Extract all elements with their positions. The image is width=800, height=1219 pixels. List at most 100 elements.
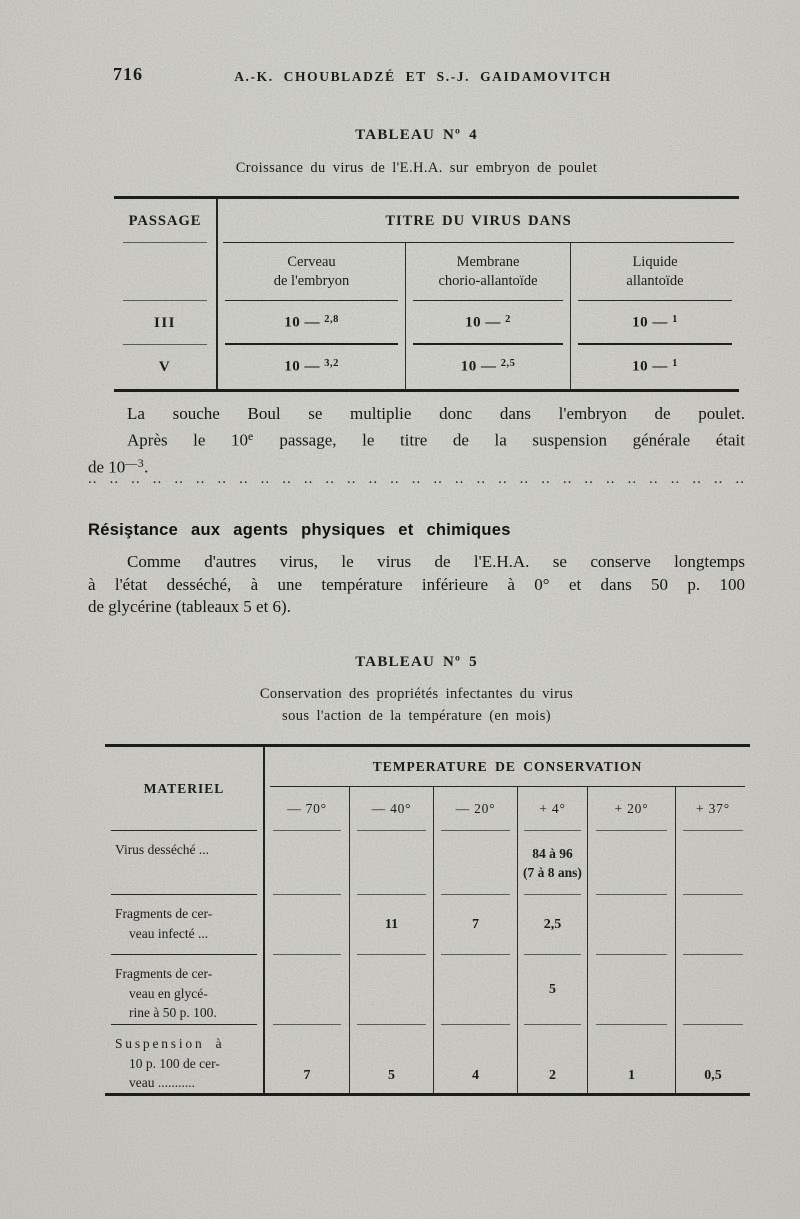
table5-row3-minus70 xyxy=(265,955,349,1025)
label-line: veau ........... xyxy=(129,1075,195,1090)
table5-row2-minus70 xyxy=(265,895,349,955)
table5-row3-plus37 xyxy=(675,955,750,1025)
table5-header-temperature: TEMPERATURE DE CONSERVATION xyxy=(265,747,750,787)
table5-colhead-plus20: + 20° xyxy=(587,787,675,831)
titer-exponent: 1 xyxy=(672,358,678,370)
table4-subheader-liquide-l2: allantoïde xyxy=(626,273,684,289)
table4-row-III-membrane: 10 — 2 xyxy=(405,301,570,345)
table5-row3-minus20 xyxy=(433,955,517,1025)
table4-subheader-cerveau: Cerveau de l'embryon xyxy=(218,243,405,301)
table5-colhead-minus40: — 40° xyxy=(349,787,433,831)
table5-row1-minus20 xyxy=(433,831,517,895)
table5-row3-plus20 xyxy=(587,955,675,1025)
titer-value: 10 — xyxy=(460,358,501,375)
table5: MATERIEL TEMPERATURE DE CONSERVATION — 7… xyxy=(105,744,750,1096)
paragraph-line: Après le 10e passage, le titre de la sus… xyxy=(88,425,745,452)
table5-colhead-plus4: + 4° xyxy=(517,787,587,831)
table4-subheader-membrane-l2: chorio-allantoïde xyxy=(438,273,538,289)
table5-row4-plus20: 1 xyxy=(587,1025,675,1093)
table5-row4-minus70: 7 xyxy=(303,1068,311,1083)
table5-row3-label: Fragments de cer- veau en glycé- rine à … xyxy=(105,955,265,1025)
titer-value: 10 — xyxy=(284,314,325,331)
table5-colhead-plus37: + 37° xyxy=(675,787,750,831)
table4-subheader-liquide: Liquide allantoïde xyxy=(570,243,739,301)
table4-subheader-empty xyxy=(114,243,218,301)
table5-row2-minus20: 7 xyxy=(433,895,517,955)
table4-caption: Croissance du virus de l'E.H.A. sur embr… xyxy=(235,160,598,176)
table4-subheader-membrane-l1: Membrane xyxy=(456,254,520,270)
titer-exponent: 2,5 xyxy=(500,358,516,370)
label-line: Fragments de cer- xyxy=(115,906,213,921)
table5-row1-plus20 xyxy=(587,831,675,895)
titer-value: 10 — xyxy=(284,358,325,375)
table4-row-V-membrane: 10 — 2,5 xyxy=(405,345,570,389)
label-line: veau en glycé- xyxy=(129,985,208,1001)
table5-row4-minus40: 5 xyxy=(349,1025,433,1093)
label-line: Suspension à xyxy=(115,1036,225,1051)
table5-colhead-minus20: — 20° xyxy=(433,787,517,831)
table4-row-V-liquide: 10 — 1 xyxy=(570,345,739,389)
table4-subheader-cerveau-l2: de l'embryon xyxy=(273,273,350,289)
table5-row1-minus40 xyxy=(349,831,433,895)
paragraph-line: La souche Boul se multiplie donc dans l'… xyxy=(127,404,745,423)
titer-value: 10 — xyxy=(632,314,673,331)
section-heading-resistance: Résiştance aux agents physiques et chimi… xyxy=(88,521,511,539)
paragraph-line: de glycérine (tableaux 5 et 6). xyxy=(88,597,291,616)
table5-row1-minus70 xyxy=(265,831,349,895)
table5-row2-plus20 xyxy=(587,895,675,955)
table4-header-passage: PASSAGE xyxy=(114,199,218,243)
table4-row-III-liquide: 10 — 1 xyxy=(570,301,739,345)
table5-row4-plus4: 2 xyxy=(517,1025,587,1093)
label-line: veau infecté ... xyxy=(129,925,209,941)
paragraph-line: Comme d'autres virus, le virus de l'E.H.… xyxy=(127,552,745,571)
table5-row2-plus37 xyxy=(675,895,750,955)
titer-exponent: 2,8 xyxy=(324,314,339,326)
text-run: passage, le titre de la suspension génér… xyxy=(253,430,745,450)
titer-value: 10 — xyxy=(465,314,506,331)
table4-row-III-label: III xyxy=(114,301,218,345)
label-line: rine à 50 p. 100. xyxy=(129,1005,217,1020)
paragraph-conservation: Comme d'autres virus, le virus de l'E.H.… xyxy=(88,551,745,619)
table5-row3-minus40 xyxy=(349,955,433,1025)
label-line: Virus desséché ... xyxy=(115,842,210,857)
table5-caption-line2: sous l'action de la température (en mois… xyxy=(282,708,551,724)
paragraph-line: à l'état desséché, à une température inf… xyxy=(88,574,745,594)
table5-colhead-minus70: — 70° xyxy=(265,787,349,831)
table4-subheader-membrane: Membrane chorio-allantoïde xyxy=(405,243,570,301)
duration-months: 84 à 96 xyxy=(532,846,573,861)
table5-row4-label: Suspension à 10 p. 100 de cer- veau ....… xyxy=(105,1025,265,1093)
label-line: Fragments de cer- xyxy=(115,966,213,981)
table4-title: TABLEAU Nº 4 xyxy=(355,127,478,143)
table4-subheader-cerveau-l1: Cerveau xyxy=(287,254,336,270)
table4: PASSAGE TITRE DU VIRUS DANS Cerveau de l… xyxy=(114,196,739,392)
table5-row4-plus37: 0,5 xyxy=(675,1025,750,1093)
table5-row3-plus4: 5 xyxy=(517,955,587,1025)
table5-row2-minus40: 11 xyxy=(349,895,433,955)
text-run: Après le 10 xyxy=(127,430,249,450)
table5-row2-plus4: 2,5 xyxy=(517,895,587,955)
table5-header-materiel: MATERIEL xyxy=(105,747,265,831)
titer-exponent: 3,2 xyxy=(324,358,339,370)
table4-header-titre: TITRE DU VIRUS DANS xyxy=(218,199,739,243)
table5-row1-plus4: 84 à 96 (7 à 8 ans) xyxy=(517,831,587,895)
running-title: A.-K. CHOUBLADZÉ ET S.-J. GAIDAMOVITCH xyxy=(234,69,612,84)
table5-row2-label: Fragments de cer- veau infecté ... xyxy=(105,895,265,955)
table5-row4-minus20: 4 xyxy=(433,1025,517,1093)
ellipsis-rule: .. .. .. .. .. .. .. .. .. .. .. .. .. .… xyxy=(88,471,745,486)
table4-row-V-label: V xyxy=(114,345,218,389)
table4-row-III-cerveau: 10 — 2,8 xyxy=(218,301,405,345)
paragraph-souche-boul: La souche Boul se multiplie donc dans l'… xyxy=(88,403,745,426)
titer-value: 10 — xyxy=(632,358,673,375)
label-line: 10 p. 100 de cer- xyxy=(129,1055,220,1071)
table4-subheader-liquide-l1: Liquide xyxy=(632,254,678,270)
table5-row1-label: Virus desséché ... xyxy=(105,831,265,895)
table4-row-V-cerveau: 10 — 3,2 xyxy=(218,345,405,389)
duration-years-note: (7 à 8 ans) xyxy=(523,865,582,880)
table5-row1-plus37 xyxy=(675,831,750,895)
table5-caption-line1: Conservation des propriétés infectantes … xyxy=(259,686,574,702)
table5-title: TABLEAU Nº 5 xyxy=(355,654,478,670)
titer-exponent: 2 xyxy=(505,314,511,326)
titer-exponent: 1 xyxy=(672,314,678,326)
